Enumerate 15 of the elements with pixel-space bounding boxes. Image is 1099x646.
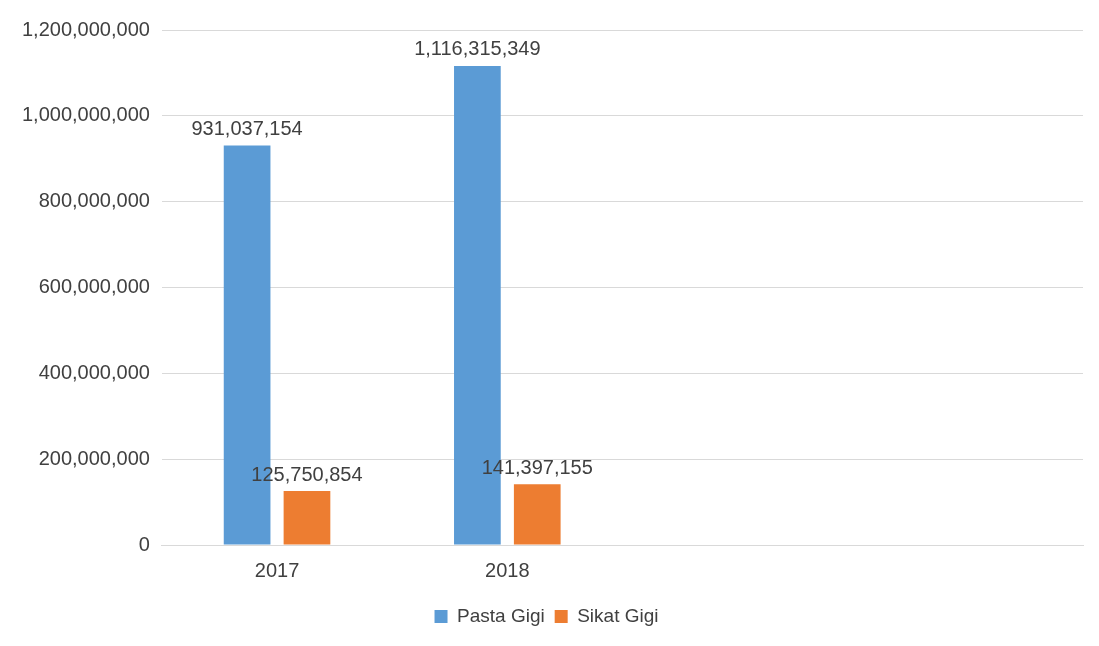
- y-tick-label: 800,000,000: [38, 189, 150, 212]
- legend-label: Pasta Gigi: [457, 604, 545, 626]
- bar: [283, 491, 331, 545]
- y-tick-label: 1,000,000,000: [21, 103, 150, 126]
- y-tick-label: 1,200,000,000: [21, 17, 150, 40]
- y-tick-label: 400,000,000: [38, 360, 150, 383]
- bar: [513, 484, 561, 545]
- x-tick-label: 2018: [485, 558, 530, 581]
- y-tick-label: 0: [138, 532, 150, 555]
- data-label: 1,116,315,349: [414, 37, 541, 60]
- x-tick-label: 2017: [254, 558, 300, 581]
- y-tick-label: 200,000,000: [38, 446, 150, 469]
- data-label: 931,037,154: [191, 116, 303, 139]
- y-tick-label: 600,000,000: [38, 275, 150, 298]
- legend-label: Sikat Gigi: [577, 604, 659, 626]
